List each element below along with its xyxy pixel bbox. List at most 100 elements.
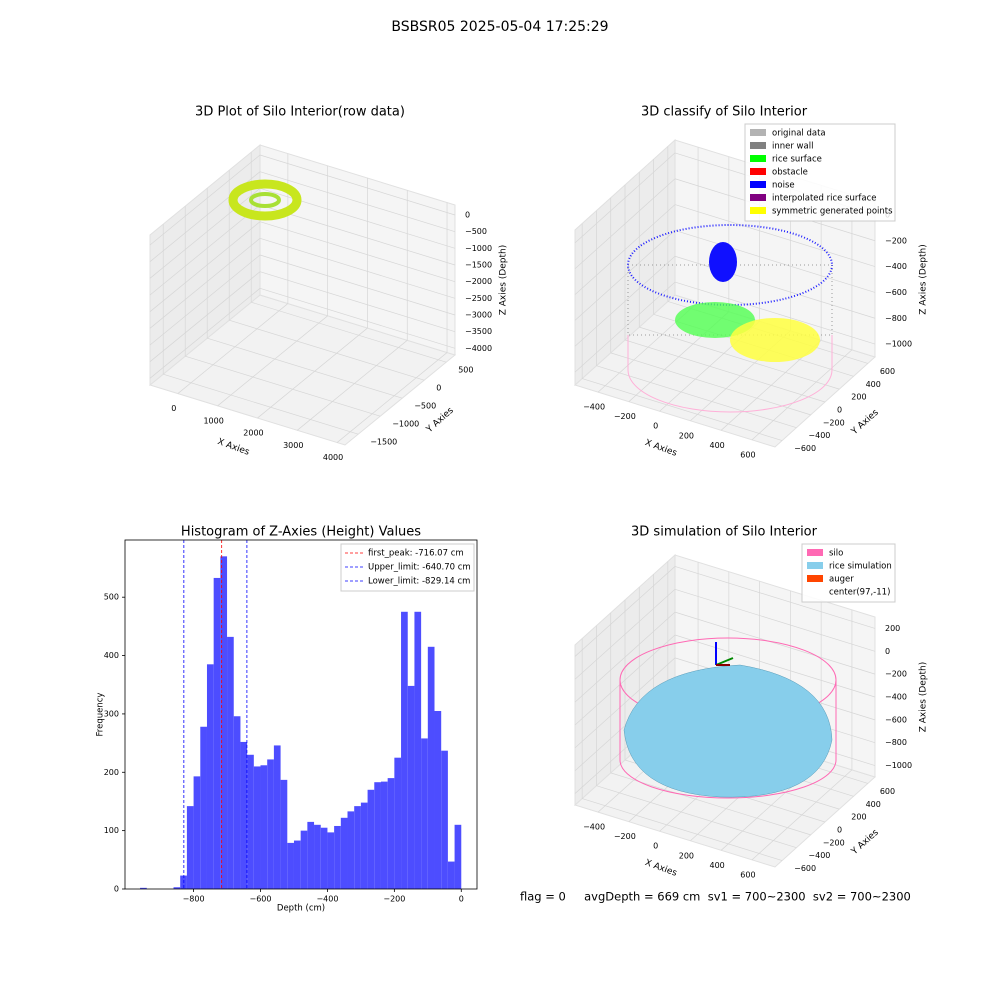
legend-label: first_peak: -716.07 cm [368, 549, 464, 559]
legend-box [340, 543, 475, 592]
x-axis-label: Depth (cm) [277, 904, 325, 914]
rice-surface [675, 302, 755, 338]
legend-swatch [807, 588, 823, 595]
bar [247, 754, 254, 889]
x-tick-label: −200 [383, 895, 405, 904]
grid-line [149, 221, 261, 312]
z-axis-label: Z Axies (Depth) [499, 245, 509, 316]
legend-swatch [750, 194, 766, 201]
x-tick-label: −200 [614, 832, 636, 841]
y-tick-label: 200 [104, 768, 119, 777]
x-tick-label: 0 [653, 422, 658, 431]
grid-line [259, 171, 456, 233]
bar [441, 750, 448, 889]
grid-line [674, 566, 876, 629]
noise-points [709, 242, 737, 282]
legend-label: rice simulation [829, 562, 892, 572]
y-tick-label: −1000 [392, 420, 419, 429]
x-axis-label: X Axies [216, 437, 251, 458]
grid-line [259, 287, 456, 349]
z-tick-label: 0 [465, 211, 470, 220]
bar [260, 765, 268, 889]
bar [293, 840, 301, 889]
x-tick-label: 200 [679, 431, 694, 440]
y-tick-label: 200 [851, 393, 866, 402]
x-axis-label: X Axies [643, 438, 678, 459]
z-tick-label: −2000 [465, 277, 492, 286]
silo-wire [619, 680, 837, 799]
grid-line [596, 785, 797, 849]
y-tick-label: 500 [458, 366, 473, 375]
legend-swatch [750, 142, 766, 149]
chart-title: 3D Plot of Silo Interior(row data) [195, 105, 405, 120]
bar [407, 685, 415, 889]
grid-line [574, 178, 676, 270]
grid-line [624, 339, 826, 403]
grid-line [251, 301, 447, 363]
y-tick-label: −600 [794, 444, 816, 453]
z-tick-label: −1000 [465, 244, 492, 253]
grid-line [163, 373, 359, 435]
bar [300, 830, 308, 889]
bar [414, 611, 422, 889]
legend-swatch [750, 181, 766, 188]
x-tick-label: −400 [583, 823, 605, 832]
z-tick-label: −3500 [465, 327, 492, 336]
legend-swatch [750, 207, 766, 214]
x-tick-label: −800 [183, 895, 205, 904]
z-tick-label: −200 [885, 670, 907, 679]
bar [374, 782, 381, 889]
bar [354, 806, 361, 889]
x-tick-label: −400 [583, 403, 605, 412]
z-tick-label: −1000 [885, 761, 912, 770]
x-tick-label: 200 [679, 851, 694, 860]
grid-line [259, 237, 456, 299]
z-axis-label: Z Axies (Depth) [919, 662, 929, 733]
illustration [228, 179, 837, 799]
bar [220, 556, 228, 889]
x-tick-label: 600 [740, 450, 755, 459]
bar [427, 646, 435, 889]
legend-label: inner wall [772, 142, 813, 152]
y-tick-label: −200 [823, 418, 845, 427]
y-axis-label: Y Axies [849, 408, 881, 438]
z-tick-label: −400 [885, 693, 907, 702]
grid-line [582, 378, 783, 441]
z-tick-label: −1500 [465, 261, 492, 270]
legend-swatch [750, 168, 766, 175]
legend-label: noise [772, 181, 795, 191]
bar [193, 776, 201, 889]
bar [140, 887, 147, 889]
legend-swatch [750, 155, 766, 162]
grid-line [149, 288, 261, 379]
axes-frame [124, 539, 478, 890]
grid-line [674, 588, 876, 652]
grid-line [596, 365, 797, 429]
grid-line [207, 337, 403, 399]
legend-label: obstacle [772, 168, 808, 178]
legend-swatch [807, 562, 823, 569]
x-tick-label: 2000 [243, 429, 263, 438]
grid-line [574, 281, 676, 373]
z-axis-label: Z Axies (Depth) [919, 244, 929, 315]
bar [434, 710, 442, 889]
point-cloud [228, 179, 302, 221]
bar [394, 757, 402, 889]
bar [421, 738, 428, 889]
legend-label: Lower_limit: -829.14 cm [368, 577, 470, 587]
bar [387, 778, 395, 889]
grid-line [259, 204, 456, 266]
grid-line [574, 566, 676, 657]
y-tick-label: −1500 [370, 438, 397, 447]
y-tick-label: −200 [823, 838, 845, 847]
auger-axis [715, 657, 734, 666]
legend-label: interpolated rice surface [772, 194, 877, 204]
grid-line [574, 611, 676, 703]
bar [327, 832, 335, 889]
y-tick-label: −500 [414, 402, 436, 411]
y-tick-label: 600 [880, 367, 895, 376]
y-tick-label: 100 [104, 826, 119, 835]
grid-line [297, 340, 408, 431]
z-tick-label: −800 [885, 314, 907, 323]
grid-line [259, 221, 456, 283]
